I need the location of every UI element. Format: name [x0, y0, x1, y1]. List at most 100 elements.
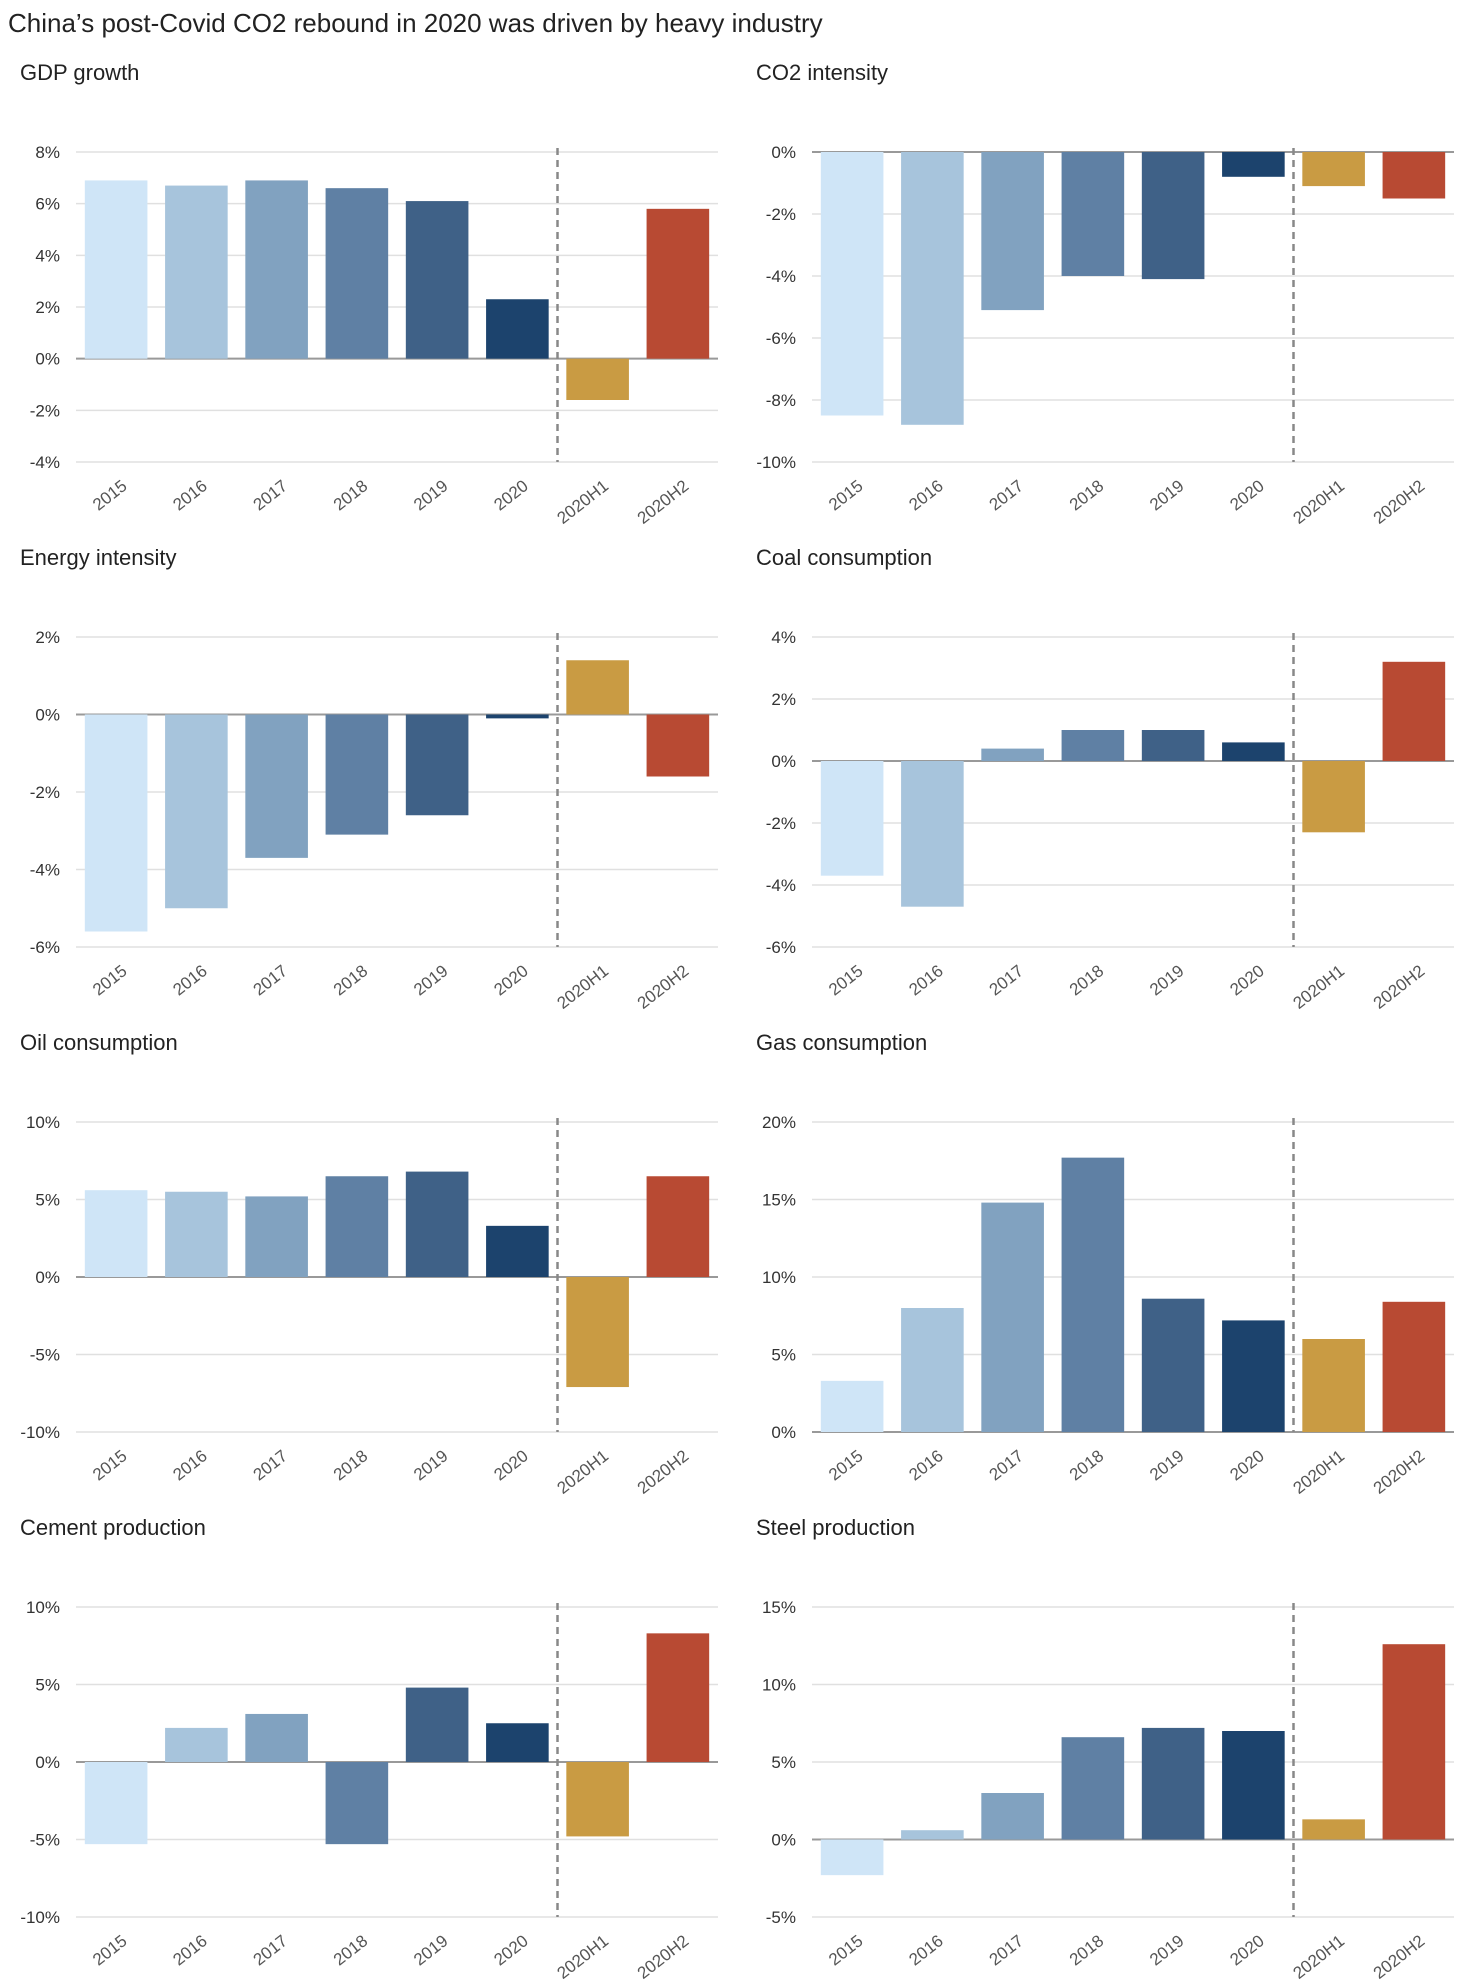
chart-panel-gdp-growth: GDP growth 8% 6% 4% 2% 0% -2% -4% 2015 2016 2017 2…: [8, 60, 728, 530]
x-tick-label: 2020H1: [553, 961, 612, 1013]
chart-panel-co2-intensity: CO2 intensity 0% -2% -4% -6% -8% -10% 2015 2016…: [744, 60, 1464, 530]
y-tick-label: 5%: [35, 1191, 60, 1210]
bar: [1061, 730, 1125, 761]
x-tick-label: 2017: [250, 1446, 292, 1484]
bar: [981, 1793, 1044, 1840]
x-tick-label: 2020H1: [553, 1446, 612, 1498]
bar: [1061, 1737, 1125, 1840]
chart-panel-coal-consumption: Coal consumption 4% 2% 0% -2% -4% -6% 2015 2016…: [744, 545, 1464, 1015]
bar: [325, 1176, 389, 1277]
x-tick-label: 2020H2: [634, 1931, 693, 1983]
x-tick-label: 2020H2: [1370, 476, 1429, 528]
y-tick-label: 5%: [771, 1346, 796, 1365]
page-title: China’s post-Covid CO2 rebound in 2020 w…: [8, 8, 823, 38]
x-tick-label: 2017: [250, 1931, 292, 1969]
x-tick-label: 2018: [1066, 961, 1108, 999]
bar-chart: 0% -2% -4% -6% -8% -10% 2015 2016 2017 2018 2019 20…: [756, 143, 1454, 528]
bar-chart: 10% 5% 0% -5% -10% 2015 2016 2017 2018 2019 2020 20…: [20, 1113, 718, 1498]
bar: [1382, 152, 1446, 199]
bar: [1222, 742, 1285, 761]
x-tick-label: 2020H2: [1370, 961, 1429, 1013]
bar: [1141, 1298, 1205, 1432]
y-tick-label: 2%: [771, 690, 796, 709]
bar: [486, 299, 549, 359]
bar: [646, 1633, 710, 1762]
x-tick-label: 2015: [89, 476, 131, 514]
bar: [646, 1176, 710, 1277]
bar: [325, 188, 389, 359]
x-tick-label: 2016: [905, 1446, 947, 1484]
bar: [486, 1225, 549, 1277]
y-tick-label: -2%: [766, 814, 796, 833]
y-tick-label: -8%: [766, 391, 796, 410]
y-tick-label: 0%: [35, 1268, 60, 1287]
x-tick-label: 2015: [89, 1446, 131, 1484]
x-tick-label: 2018: [330, 961, 372, 999]
bar: [1302, 152, 1365, 187]
bar: [245, 180, 308, 359]
x-tick-label: 2020H1: [1289, 476, 1348, 528]
bar: [84, 180, 148, 359]
x-tick-label: 2015: [89, 961, 131, 999]
x-tick-label: 2020H1: [1289, 961, 1348, 1013]
x-tick-label: 2017: [986, 961, 1028, 999]
y-tick-label: -4%: [766, 876, 796, 895]
x-tick-label: 2019: [1146, 1931, 1188, 1969]
chart-panel-gas-consumption: Gas consumption 20% 15% 10% 5% 0% 2015 2016 201…: [744, 1030, 1464, 1500]
chart-panel-oil-consumption: Oil consumption 10% 5% 0% -5% -10% 2015 2016 20…: [8, 1030, 728, 1500]
x-tick-label: 2017: [250, 961, 292, 999]
x-tick-label: 2015: [825, 961, 867, 999]
chart-title: Coal consumption: [756, 545, 933, 570]
bar: [901, 152, 964, 425]
x-tick-label: 2016: [905, 1931, 947, 1969]
bar: [820, 1839, 884, 1876]
y-tick-label: -5%: [30, 1346, 60, 1365]
y-tick-label: 10%: [762, 1268, 796, 1287]
bar: [901, 761, 964, 907]
y-tick-label: -4%: [30, 453, 60, 472]
x-tick-label: 2020H2: [634, 1446, 693, 1498]
bar: [405, 201, 469, 359]
x-tick-label: 2015: [825, 1446, 867, 1484]
bar: [165, 185, 228, 359]
y-tick-label: 0%: [771, 752, 796, 771]
x-tick-label: 2020H1: [553, 476, 612, 528]
y-tick-label: 15%: [762, 1191, 796, 1210]
x-tick-label: 2016: [169, 476, 211, 514]
bar-chart: 10% 5% 0% -5% -10% 2015 2016 2017 2018 2019 2020 20…: [20, 1598, 718, 1983]
bar: [1222, 1731, 1285, 1840]
chart-title: GDP growth: [20, 60, 140, 85]
x-tick-label: 2020H2: [634, 476, 693, 528]
y-tick-label: -6%: [766, 329, 796, 348]
y-tick-label: -4%: [30, 861, 60, 880]
bar: [165, 714, 228, 909]
y-tick-label: -10%: [20, 1423, 60, 1442]
y-tick-label: 0%: [771, 1423, 796, 1442]
bar: [820, 152, 884, 416]
y-tick-label: 10%: [26, 1598, 60, 1617]
x-tick-label: 2020H1: [1289, 1446, 1348, 1498]
x-tick-label: 2020: [1226, 961, 1268, 999]
chart-title: Cement production: [20, 1515, 206, 1540]
x-tick-label: 2015: [825, 476, 867, 514]
bar: [566, 358, 629, 400]
bar: [1302, 761, 1365, 833]
x-tick-label: 2019: [410, 1931, 452, 1969]
x-tick-label: 2017: [250, 476, 292, 514]
bar: [1222, 152, 1285, 177]
y-tick-label: 5%: [35, 1676, 60, 1695]
y-tick-label: 10%: [26, 1113, 60, 1132]
y-tick-label: 8%: [35, 143, 60, 162]
x-tick-label: 2020: [490, 961, 532, 999]
x-tick-label: 2019: [1146, 476, 1188, 514]
x-tick-label: 2020: [1226, 476, 1268, 514]
x-tick-label: 2020: [1226, 1446, 1268, 1484]
bar: [981, 748, 1044, 761]
chart-title: Steel production: [756, 1515, 915, 1540]
bar: [325, 714, 389, 835]
bar-chart: 15% 10% 5% 0% -5% 2015 2016 2017 2018 2019 2020 202…: [762, 1598, 1454, 1983]
y-tick-label: -10%: [756, 453, 796, 472]
y-tick-label: 5%: [771, 1753, 796, 1772]
y-tick-label: 0%: [35, 1753, 60, 1772]
y-tick-label: -6%: [30, 938, 60, 957]
